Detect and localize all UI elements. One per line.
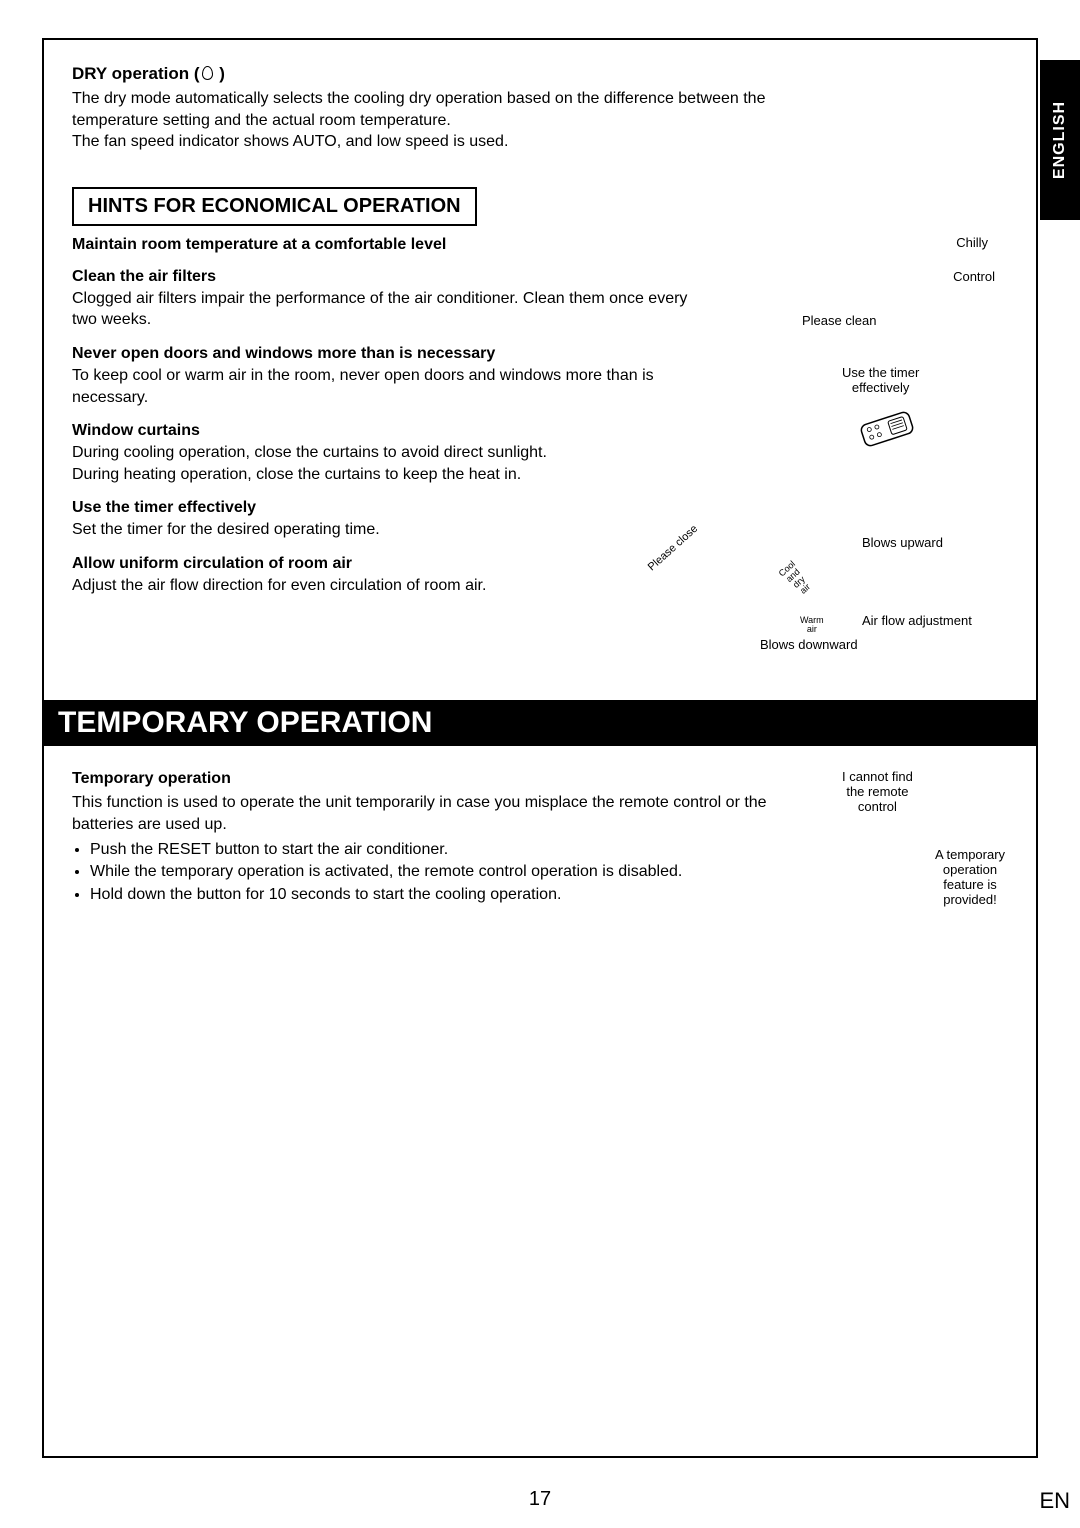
temporary-bullets: Push the RESET button to start the air c…	[90, 839, 812, 906]
hint-item: Maintain room temperature at a comfortab…	[72, 236, 692, 254]
hint-body: Adjust the air flow direction for even c…	[72, 575, 692, 597]
temporary-bullet: Hold down the button for 10 seconds to s…	[90, 884, 812, 906]
temporary-body: This function is used to operate the uni…	[72, 792, 812, 906]
hint-heading: Maintain room temperature at a comfortab…	[72, 236, 692, 254]
anno-control: Control	[953, 270, 995, 285]
anno-cannot-find: I cannot find the remote control	[842, 770, 913, 815]
droplet-icon	[202, 66, 213, 80]
page: ENGLISH DRY operation ( ) The dry mode a…	[0, 0, 1080, 1528]
temporary-title: Temporary operation	[72, 770, 812, 788]
language-tab-label: ENGLISH	[1051, 101, 1069, 179]
hints-header: HINTS FOR ECONOMICAL OPERATION	[72, 187, 477, 226]
hint-body: During cooling operation, close the curt…	[72, 442, 692, 485]
hint-body: Clogged air filters impair the performan…	[72, 288, 692, 331]
temporary-bullet: Push the RESET button to start the air c…	[90, 839, 812, 861]
dry-title-prefix: DRY operation (	[72, 64, 200, 83]
hint-item: Window curtains During cooling operation…	[72, 422, 692, 485]
anno-blows-downward: Blows downward	[760, 638, 858, 653]
language-tab: ENGLISH	[1040, 60, 1080, 220]
temporary-section: Temporary operation This function is use…	[72, 770, 1008, 906]
page-footer: 17 EN	[0, 1488, 1080, 1514]
page-number: 17	[529, 1488, 551, 1511]
hint-body: To keep cool or warm air in the room, ne…	[72, 365, 692, 408]
remote-icon	[852, 406, 922, 452]
hint-heading: Allow uniform circulation of room air	[72, 555, 692, 573]
hint-item: Allow uniform circulation of room air Ad…	[72, 555, 692, 597]
hint-body: Set the timer for the desired operating …	[72, 519, 692, 541]
anno-please-clean: Please clean	[802, 314, 876, 329]
hint-item: Clean the air filters Clogged air filter…	[72, 268, 692, 331]
anno-blows-upward: Blows upward	[862, 536, 943, 551]
hint-item: Use the timer effectively Set the timer …	[72, 499, 692, 541]
dry-title-suffix: )	[215, 64, 225, 83]
hints-left: Maintain room temperature at a comfortab…	[72, 236, 692, 611]
hints-columns: Maintain room temperature at a comfortab…	[72, 236, 1008, 611]
page-lang: EN	[1039, 1488, 1070, 1514]
anno-cool-dry: Cool and dry air	[777, 559, 815, 598]
temporary-operation-bar: TEMPORARY OPERATION	[44, 700, 1036, 746]
hint-heading: Use the timer effectively	[72, 499, 692, 517]
hint-heading: Never open doors and windows more than i…	[72, 345, 692, 363]
anno-use-timer: Use the timer effectively	[842, 366, 919, 396]
temporary-operation-bar-label: TEMPORARY OPERATION	[58, 706, 432, 739]
content-top: DRY operation ( ) The dry mode automatic…	[44, 40, 1036, 611]
anno-warm-air: Warm air	[800, 616, 824, 634]
dry-operation-title: DRY operation ( )	[72, 64, 1008, 84]
temporary-intro: This function is used to operate the uni…	[72, 794, 767, 833]
dry-operation-body: The dry mode automatically selects the c…	[72, 88, 802, 153]
hints-right: Chilly Control Please clean Use the time…	[692, 236, 1008, 611]
hint-item: Never open doors and windows more than i…	[72, 345, 692, 408]
anno-chilly: Chilly	[956, 236, 988, 251]
content-frame: DRY operation ( ) The dry mode automatic…	[42, 38, 1038, 1458]
hint-heading: Window curtains	[72, 422, 692, 440]
anno-feature: A temporary operation feature is provide…	[932, 848, 1008, 908]
temporary-bullet: While the temporary operation is activat…	[90, 861, 812, 883]
anno-airflow-adj: Air flow adjustment	[862, 614, 972, 629]
hint-heading: Clean the air filters	[72, 268, 692, 286]
